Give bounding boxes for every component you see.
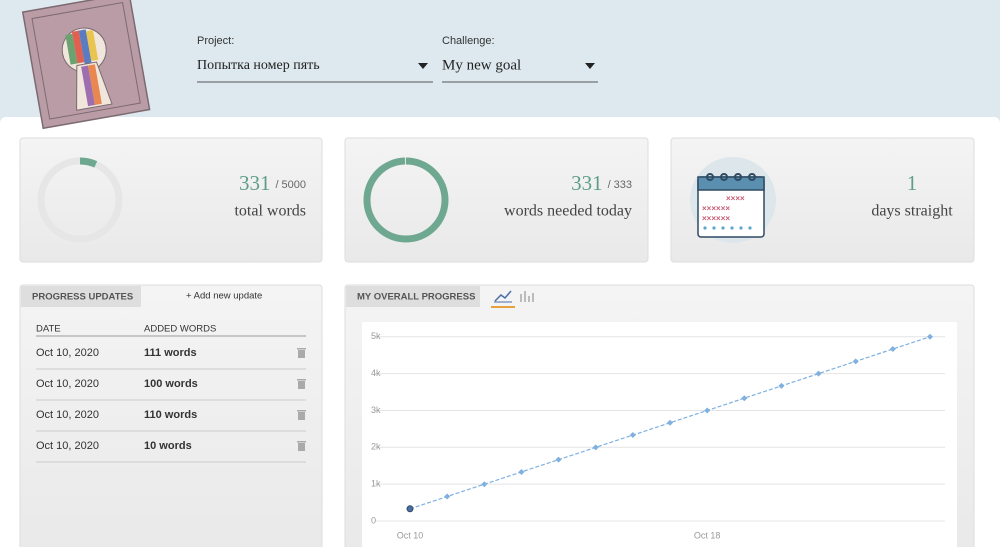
delete-button[interactable] (297, 379, 306, 389)
project-label: Project: (197, 35, 234, 47)
update-date: Oct 10, 2020 (36, 378, 99, 390)
update-words: 10 words (144, 440, 192, 452)
update-words: 110 words (144, 409, 197, 421)
delete-button[interactable] (297, 441, 306, 451)
challenge-select[interactable]: My new goal (442, 57, 521, 73)
column-header: ADDED WORDS (144, 324, 216, 335)
update-date: Oct 10, 2020 (36, 440, 99, 452)
trash-icon (298, 350, 305, 358)
update-date: Oct 10, 2020 (36, 409, 99, 421)
y-tick-label: 4k (371, 368, 381, 378)
trash-lid (297, 410, 306, 412)
plot-area (362, 322, 957, 547)
svg-text:××××: ×××× (726, 194, 745, 203)
svg-text:××××××: ×××××× (702, 204, 730, 213)
y-tick-label: 5k (371, 331, 381, 341)
add-update-link[interactable]: + Add new update (186, 291, 262, 302)
svg-text:××××××: ×××××× (702, 214, 730, 223)
updates-title: PROGRESS UPDATES (32, 292, 133, 303)
y-tick-label: 1k (371, 479, 381, 489)
y-tick-label: 3k (371, 405, 381, 415)
stat-number: 1 (907, 171, 918, 195)
trash-icon (298, 443, 305, 451)
chart-title: MY OVERALL PROGRESS (357, 292, 475, 303)
update-words: 100 words (144, 378, 198, 390)
stat-card (20, 138, 322, 262)
stat-label: total words (234, 203, 306, 220)
stat-value: 1 (907, 171, 918, 195)
stat-label: words needed today (504, 203, 632, 220)
stat-card (345, 138, 648, 262)
calendar-icon: ×××××××××××××××× (690, 157, 776, 243)
stat-total: 333 (614, 179, 632, 191)
y-tick-label: 0 (371, 515, 376, 525)
stat-total: 5000 (282, 179, 306, 191)
update-words: 111 words (144, 347, 197, 359)
point (407, 506, 413, 512)
stat-number: 331 (239, 171, 271, 195)
challenge-label: Challenge: (442, 35, 495, 47)
trash-lid (297, 348, 306, 350)
stat-label: days straight (871, 203, 953, 220)
update-date: Oct 10, 2020 (36, 347, 99, 359)
trash-lid (297, 379, 306, 381)
x-tick-label: Oct 18 (694, 530, 721, 540)
y-tick-label: 2k (371, 442, 381, 452)
delete-button[interactable] (297, 348, 306, 358)
logo (23, 0, 150, 128)
delete-button[interactable] (297, 410, 306, 420)
stat-number: 331 (571, 171, 603, 195)
x-tick-label: Oct 10 (397, 530, 424, 540)
column-header: DATE (36, 324, 61, 335)
project-select[interactable]: Попытка номер пять (197, 58, 320, 73)
trash-icon (298, 412, 305, 420)
trash-lid (297, 441, 306, 443)
trash-icon (298, 381, 305, 389)
